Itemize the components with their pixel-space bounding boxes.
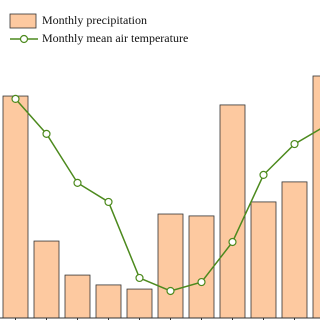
line-marker bbox=[259, 170, 268, 179]
line-marker bbox=[197, 277, 206, 287]
line-marker bbox=[166, 286, 175, 296]
line-marker bbox=[228, 237, 237, 247]
legend: Monthly precipitation Monthly mean air t… bbox=[9, 13, 188, 45]
bar bbox=[95, 284, 122, 319]
legend-marker bbox=[19, 34, 29, 44]
plot-area bbox=[2, 75, 320, 319]
legend-label: Monthly precipitation bbox=[42, 13, 147, 27]
bar bbox=[188, 215, 215, 319]
bar bbox=[33, 240, 60, 319]
line-marker bbox=[290, 139, 299, 149]
bar bbox=[126, 288, 153, 319]
legend-swatch bbox=[9, 13, 37, 29]
bar bbox=[2, 95, 29, 319]
bar bbox=[64, 274, 91, 319]
bar bbox=[157, 213, 184, 319]
line-marker bbox=[104, 197, 113, 207]
line-marker bbox=[42, 129, 51, 138]
legend-label: Monthly mean air temperature bbox=[42, 31, 188, 45]
line-marker bbox=[135, 273, 144, 283]
bar bbox=[281, 181, 308, 319]
bar bbox=[312, 75, 320, 319]
line-marker bbox=[11, 94, 20, 103]
line-marker bbox=[73, 178, 82, 187]
bar bbox=[250, 201, 277, 319]
bar bbox=[219, 104, 246, 319]
